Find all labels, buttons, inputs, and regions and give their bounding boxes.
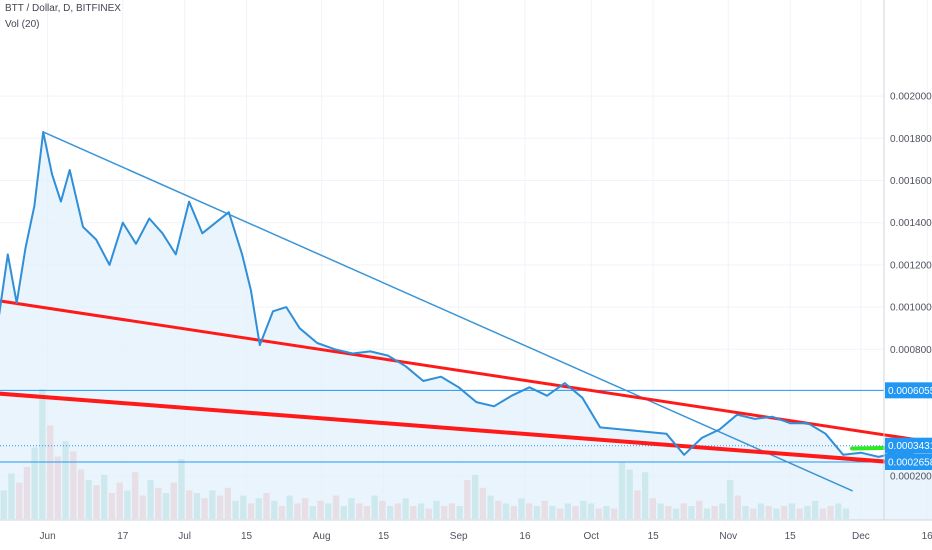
time-tick-label: Sep (450, 531, 468, 542)
price-badge (885, 454, 932, 471)
time-tick-label: Jul (178, 531, 191, 542)
price-area-fill (0, 132, 932, 520)
price-scale[interactable]: 0.00200000 0.00180000 0.00160000 0.00140000… (890, 92, 932, 483)
price-tick-label: 0.00120000 (890, 260, 932, 271)
volume-legend[interactable]: Vol (20) (5, 19, 40, 30)
price-badge-label: 0.00060555 (888, 386, 932, 397)
time-tick-label: 16 (519, 531, 531, 542)
price-tick-label: 0.00080000 (890, 345, 932, 356)
price-tick-label: 0.00020000 (890, 471, 932, 482)
price-badge (885, 382, 932, 399)
price-tick-label: 0.00140000 (890, 218, 932, 229)
price-tick-label: 0.00100000 (890, 303, 932, 314)
price-line (0, 131, 932, 463)
time-scale[interactable]: Jun17Jul15Aug15Sep16Oct15Nov15Dec1620202… (40, 531, 932, 542)
price-line-group (0, 131, 932, 463)
price-tick-label: 0.00180000 (890, 134, 932, 145)
time-tick-label: Aug (313, 531, 331, 542)
time-tick-label: 15 (785, 531, 797, 542)
price-badge-label: 0.00026585 (888, 458, 932, 469)
price-area (0, 132, 932, 520)
time-tick-label: 16 (922, 531, 932, 542)
time-tick-label: 15 (241, 531, 253, 542)
time-tick-label: Dec (852, 531, 870, 542)
price-badge (885, 437, 932, 454)
price-tick-label: 0.00160000 (890, 176, 932, 187)
symbol-legend[interactable]: BTT / Dollar, D, BITFINEX (5, 3, 121, 14)
price-badges: 0.00060555 0.00034314 0.00026585 (885, 382, 932, 471)
price-tick-label: 0.00200000 (890, 92, 932, 103)
time-tick-label: Oct (583, 531, 599, 542)
time-tick-label: Jun (40, 531, 56, 542)
time-tick-label: 17 (117, 531, 129, 542)
time-tick-label: 15 (378, 531, 390, 542)
price-badge-label: 0.00034314 (888, 441, 932, 452)
time-tick-label: Nov (719, 531, 737, 542)
time-tick-label: 15 (648, 531, 660, 542)
